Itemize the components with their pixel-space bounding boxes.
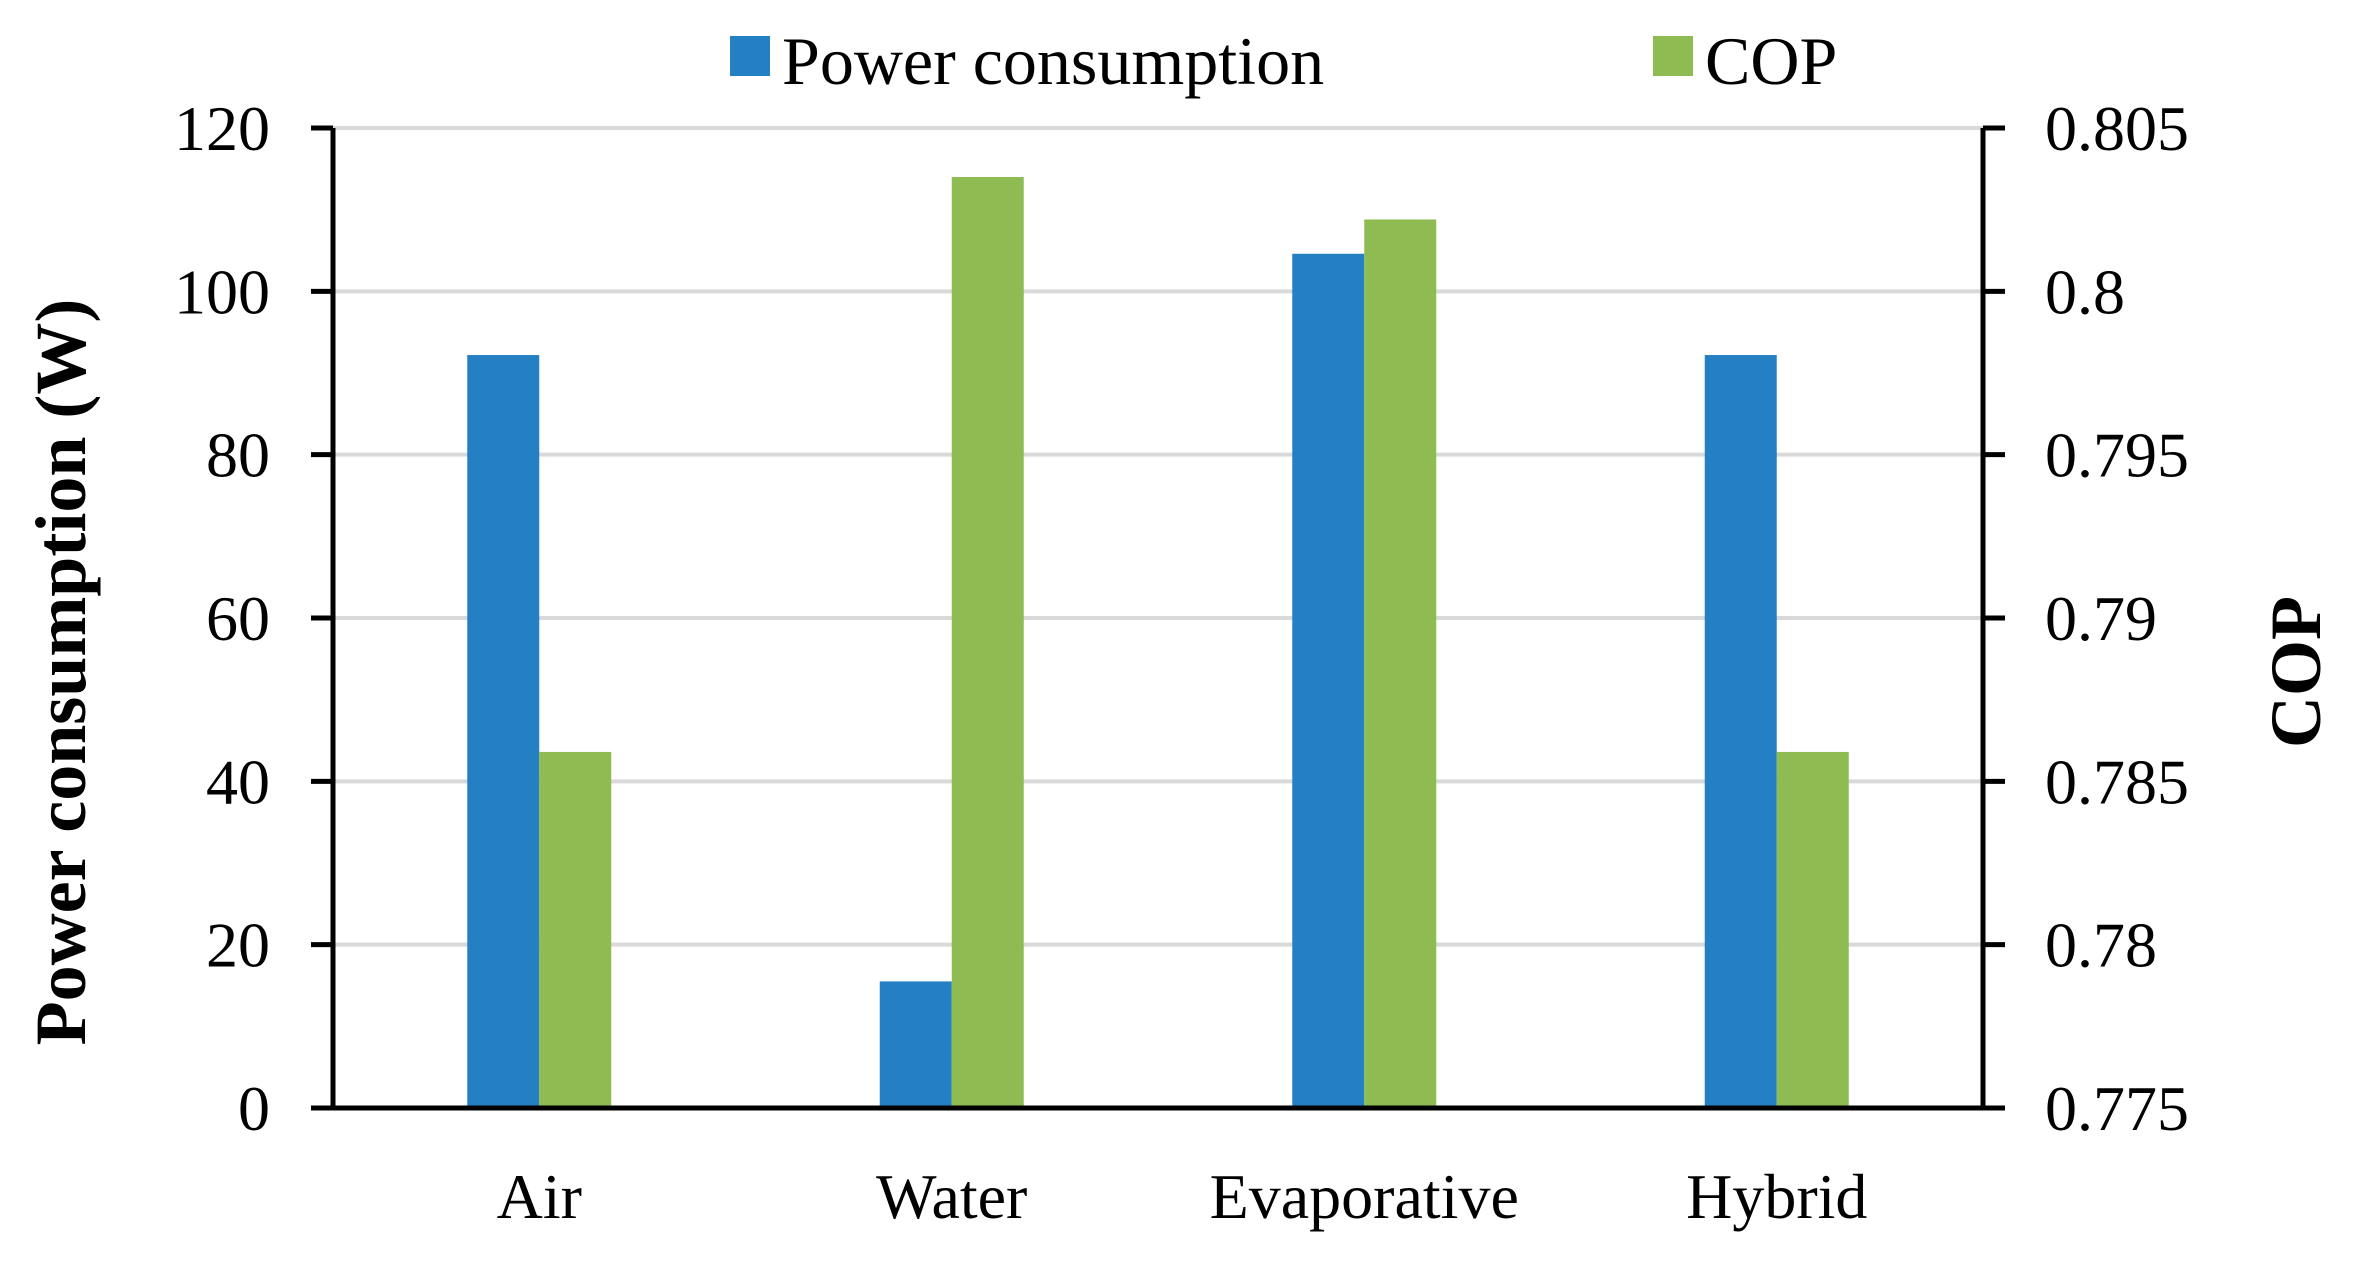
bar-power-consumption [1704, 355, 1777, 1108]
bar-cop [1364, 219, 1437, 1108]
y-tick-label: 40 [206, 746, 270, 817]
x-tick-label: Air [497, 1161, 582, 1232]
y-tick-label: 100 [174, 256, 270, 327]
legend-swatch [1653, 36, 1693, 76]
bar-cop [951, 177, 1024, 1108]
bar-power-consumption [879, 981, 952, 1108]
y-axis-title: Power consumption (W) [21, 299, 101, 1046]
x-tick-label: Hybrid [1686, 1161, 1867, 1232]
bars [467, 177, 1849, 1108]
y-tick-label: 20 [206, 910, 270, 981]
y2-tick-label: 0.795 [2045, 420, 2189, 491]
y-tick-label: 0 [238, 1073, 270, 1144]
y-tick-label: 120 [174, 93, 270, 164]
bar-power-consumption [467, 355, 540, 1108]
axes [311, 125, 2005, 1111]
y2-axis-title: COP [2256, 596, 2336, 748]
legend: Power consumption COP [730, 23, 1837, 99]
bar-power-consumption [1292, 253, 1365, 1108]
x-tick-label: Water [876, 1161, 1027, 1232]
y2-tick-label: 0.775 [2045, 1073, 2189, 1144]
x-tick-label: Evaporative [1210, 1161, 1519, 1232]
y2-tick-label: 0.78 [2045, 910, 2157, 981]
bar-cop [539, 751, 612, 1108]
y-tick-label: 60 [206, 583, 270, 654]
legend-swatch [730, 36, 770, 76]
bar-cop [1776, 751, 1849, 1108]
legend-label: COP [1705, 23, 1837, 99]
y2-tick-label: 0.805 [2045, 93, 2189, 164]
tick-labels: Air Water Evaporative Hybrid 0 20 40 60 80 100 120… [174, 93, 2189, 1232]
y2-tick-label: 0.79 [2045, 583, 2157, 654]
legend-label: Power consumption [782, 23, 1324, 99]
y2-tick-label: 0.8 [2045, 256, 2125, 327]
y-tick-label: 80 [206, 420, 270, 491]
y2-tick-label: 0.785 [2045, 746, 2189, 817]
